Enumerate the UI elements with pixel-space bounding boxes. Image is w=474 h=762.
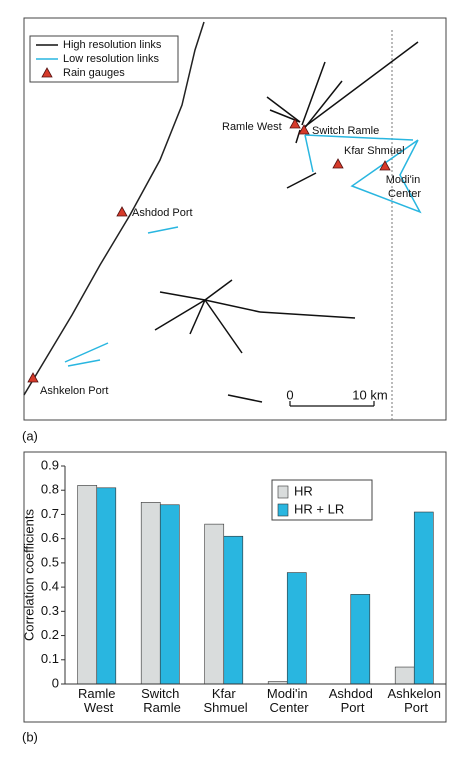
bar bbox=[350, 594, 371, 685]
legend-swatch bbox=[277, 503, 289, 517]
panel-label: (b) bbox=[22, 729, 38, 744]
legend-text: Low resolution links bbox=[63, 53, 159, 65]
gauge-label: Ashkelon Port bbox=[40, 385, 108, 397]
bar bbox=[96, 487, 117, 685]
chart-frame bbox=[23, 451, 447, 723]
y-tick-label: 0.8 bbox=[41, 482, 59, 497]
bar bbox=[223, 535, 244, 685]
low-res-links bbox=[64, 134, 422, 367]
gauge-label: Ashdod Port bbox=[132, 207, 193, 219]
bar bbox=[394, 666, 415, 685]
bar bbox=[413, 511, 434, 685]
legend-text: HR bbox=[294, 483, 313, 498]
panel-label: (a) bbox=[22, 428, 38, 443]
gauge-label: Modi'in Center bbox=[385, 174, 421, 200]
bar bbox=[77, 485, 98, 685]
y-tick-label: 0.7 bbox=[41, 506, 59, 521]
gauge-label: Switch Ramle bbox=[312, 125, 379, 137]
coastline bbox=[23, 21, 205, 396]
y-tick-label: 0.9 bbox=[41, 457, 59, 472]
y-tick-label: 0.2 bbox=[41, 627, 59, 642]
x-tick-label: Modi'in Center bbox=[266, 686, 309, 715]
legend-text: HR + LR bbox=[294, 501, 344, 516]
high-res-links bbox=[154, 41, 419, 403]
scale-label: 10 km bbox=[352, 387, 387, 402]
legend-swatch bbox=[277, 485, 289, 499]
y-tick-label: 0 bbox=[52, 675, 59, 690]
y-tick-label: 0.4 bbox=[41, 579, 59, 594]
x-tick-label: Switch Ramle bbox=[140, 686, 181, 715]
x-tick-label: Kfar Shmuel bbox=[200, 686, 248, 715]
bar bbox=[140, 502, 161, 685]
y-tick-label: 0.5 bbox=[41, 554, 59, 569]
scale-label: 0 bbox=[286, 387, 293, 402]
y-tick-label: 0.6 bbox=[41, 530, 59, 545]
legend-text: High resolution links bbox=[63, 39, 162, 51]
x-tick-label: Ashdod Port bbox=[329, 686, 373, 715]
gauge-label: Ramle West bbox=[222, 121, 282, 133]
gauge-label: Kfar Shmuel bbox=[344, 145, 405, 157]
legend-marker bbox=[41, 67, 53, 78]
bar bbox=[286, 572, 307, 685]
scale-bar bbox=[289, 401, 375, 407]
x-tick-label: Ashkelon Port bbox=[388, 686, 441, 715]
rain-gauges bbox=[27, 118, 391, 383]
legend-box bbox=[271, 479, 373, 521]
y-axis-label: Correlation coefficients bbox=[21, 509, 36, 641]
y-tick-label: 0.1 bbox=[41, 651, 59, 666]
x-tick-label: Ramle West bbox=[78, 686, 116, 715]
map-frame bbox=[23, 17, 447, 421]
legend-text: Rain gauges bbox=[63, 67, 125, 79]
y-tick-label: 0.3 bbox=[41, 603, 59, 618]
bar bbox=[204, 523, 225, 685]
bar bbox=[159, 504, 180, 685]
